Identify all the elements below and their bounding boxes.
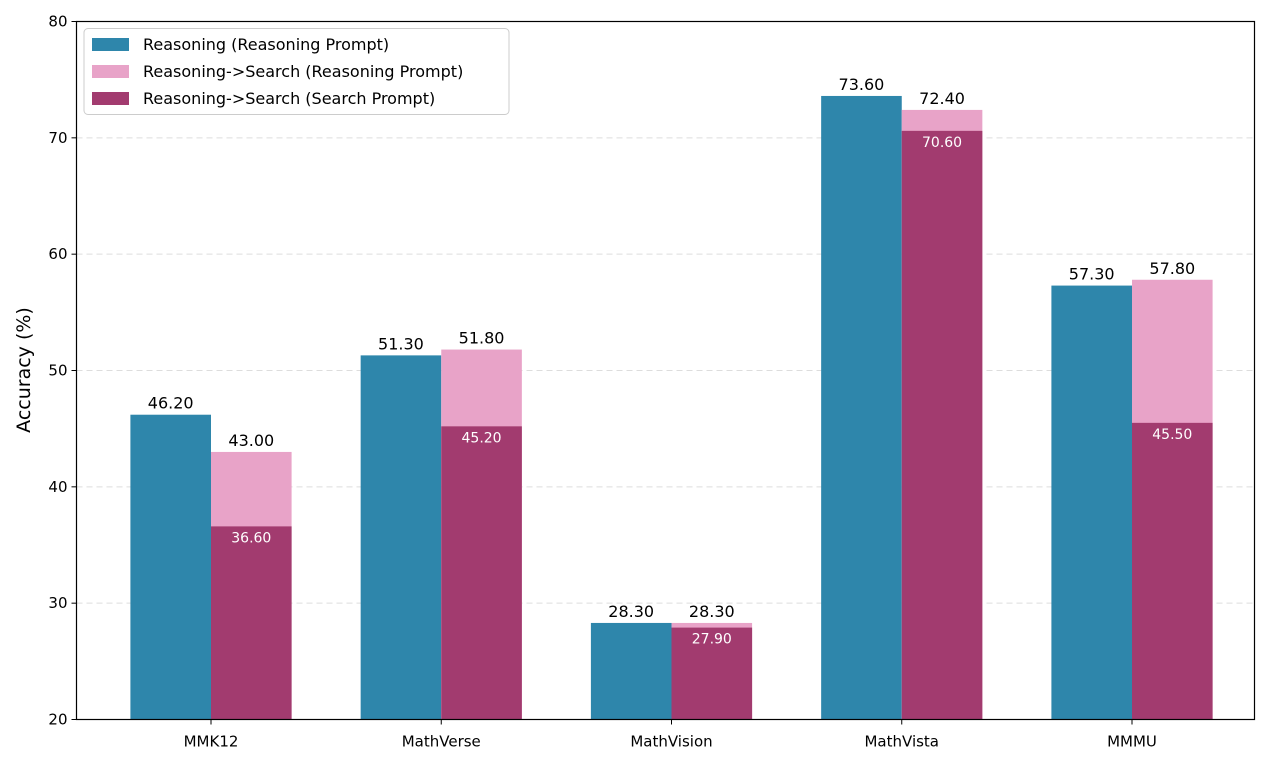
bar-search-search-prompt <box>441 426 522 720</box>
x-tick-label: MMMU <box>1107 733 1157 751</box>
legend-box <box>83 28 510 115</box>
legend-label: Reasoning (Reasoning Prompt) <box>143 35 389 54</box>
y-tick-label: 50 <box>48 362 67 380</box>
value-label-inner: 45.20 <box>462 430 502 446</box>
y-axis: 20 30 40 50 60 70 80 <box>48 13 77 729</box>
value-labels: 46.20 43.00 36.60 51.30 51.80 45.20 28.30 28.30… <box>148 75 1195 648</box>
value-label: 57.80 <box>1149 259 1195 278</box>
value-label: 51.80 <box>459 329 505 348</box>
bar-search-search-prompt <box>211 526 292 720</box>
bar-search-search-prompt <box>671 627 753 720</box>
legend-label: Reasoning->Search (Reasoning Prompt) <box>143 62 463 81</box>
x-tick-label: MathVision <box>630 733 712 751</box>
value-label-inner: 27.90 <box>692 632 732 648</box>
value-label: 57.30 <box>1069 265 1115 284</box>
value-label: 46.20 <box>148 394 194 413</box>
x-tick-label: MathVista <box>864 733 939 751</box>
bar-reasoning <box>130 414 211 720</box>
legend: Reasoning (Reasoning Prompt) Reasoning->S… <box>83 28 510 115</box>
value-label: 72.40 <box>919 89 965 108</box>
bar-search-search-prompt <box>1132 422 1213 720</box>
value-label: 28.30 <box>608 602 654 621</box>
legend-swatch <box>92 38 129 51</box>
bars <box>130 95 1213 720</box>
y-tick-label: 20 <box>48 711 67 729</box>
value-label-inner: 45.50 <box>1152 427 1192 443</box>
value-label: 28.30 <box>689 602 735 621</box>
x-tick-label: MMK12 <box>184 733 239 751</box>
bar-reasoning <box>821 95 902 720</box>
value-label: 51.30 <box>378 334 424 353</box>
bar-search-search-prompt <box>901 130 983 720</box>
bar-reasoning <box>1051 285 1132 720</box>
legend-swatch <box>92 92 129 105</box>
y-tick-label: 40 <box>48 478 67 496</box>
y-tick-label: 30 <box>48 594 67 612</box>
x-tick-label: MathVerse <box>402 733 481 751</box>
legend-swatch <box>92 65 129 78</box>
value-label-inner: 36.60 <box>231 530 271 546</box>
value-label: 43.00 <box>228 431 274 450</box>
y-tick-label: 60 <box>48 245 67 263</box>
value-label-inner: 70.60 <box>922 135 962 151</box>
bar-reasoning <box>590 622 672 720</box>
y-tick-label: 80 <box>48 13 67 31</box>
bar-reasoning <box>360 355 442 720</box>
legend-label: Reasoning->Search (Search Prompt) <box>143 89 435 108</box>
value-label: 73.60 <box>839 75 885 94</box>
y-tick-label: 70 <box>48 129 67 147</box>
x-axis: MMK12 MathVerse MathVision MathVista MMMU <box>184 719 1157 751</box>
y-axis-label: Accuracy (%) <box>13 307 35 433</box>
